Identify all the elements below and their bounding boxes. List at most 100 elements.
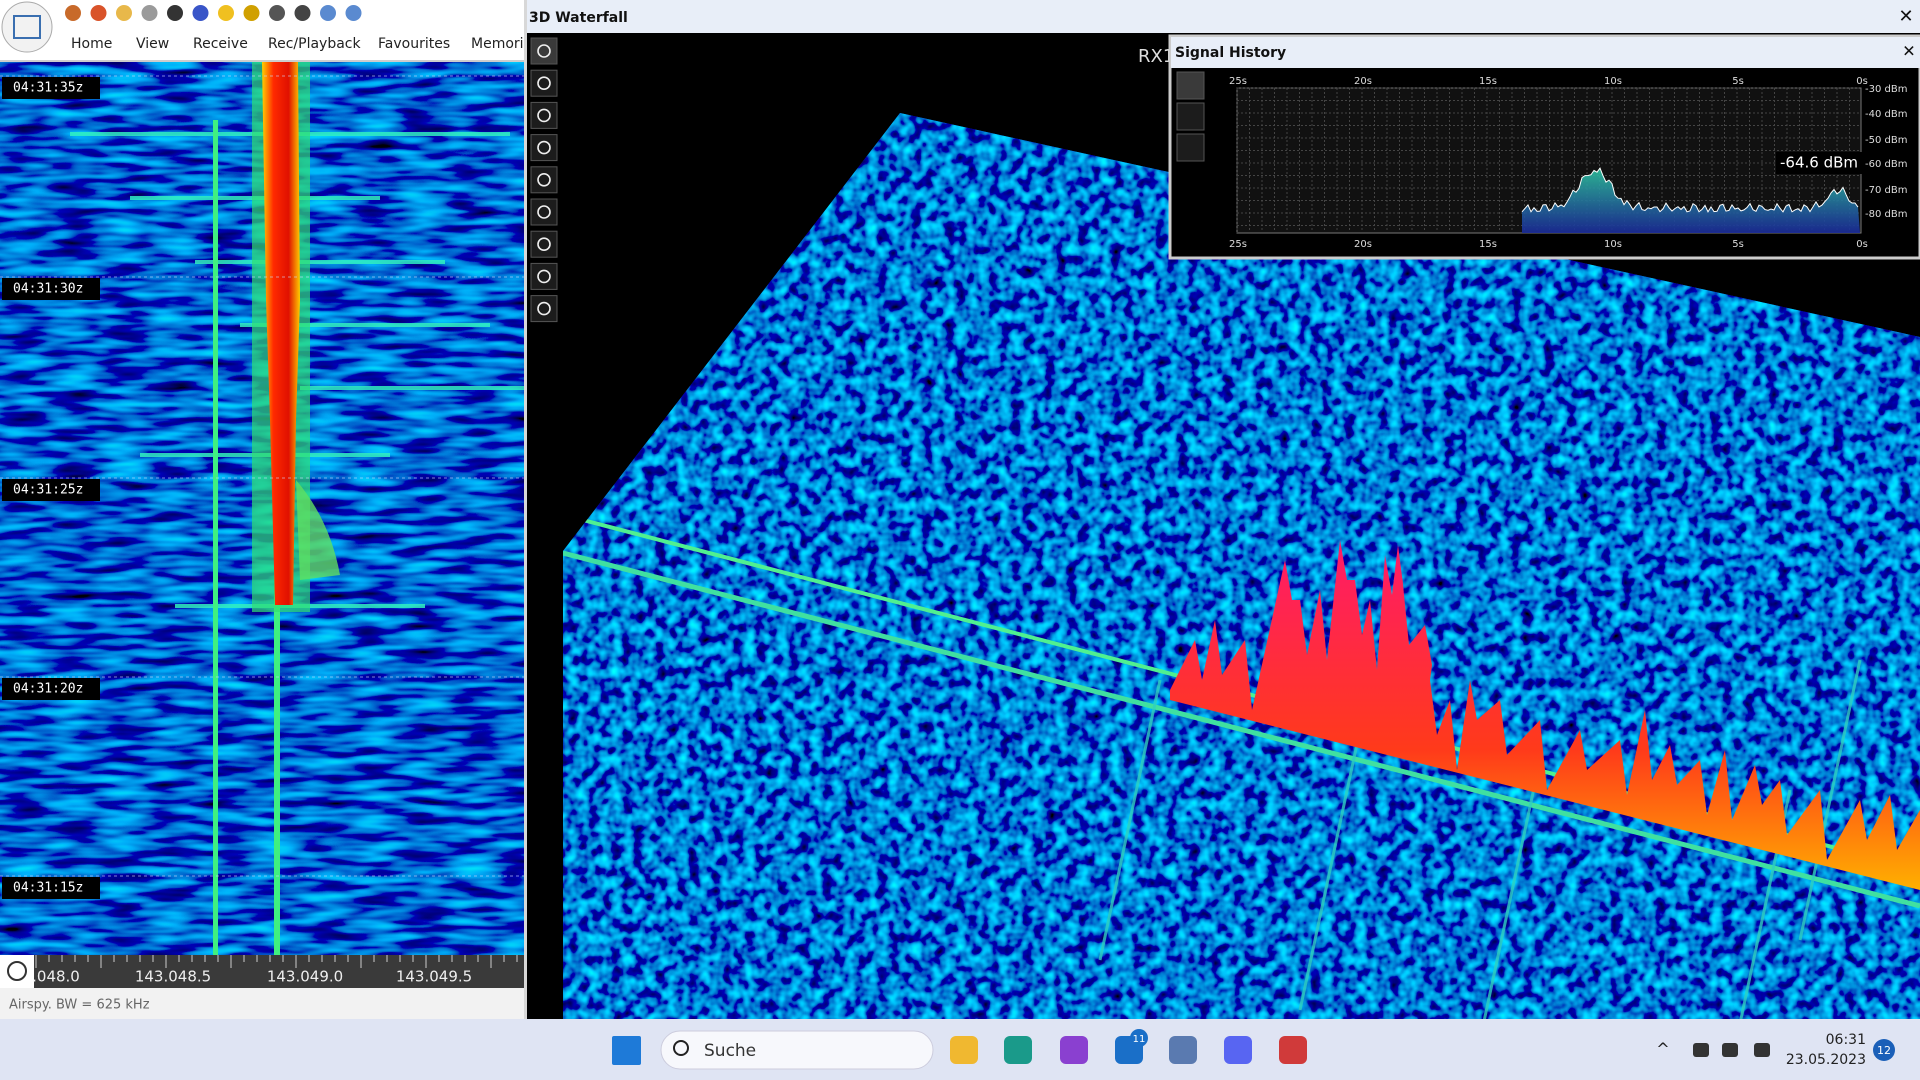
sh-tool-button[interactable] (1176, 71, 1205, 100)
time-label: 04:31:20z (13, 682, 83, 697)
tool-button[interactable] (530, 262, 558, 290)
app-button[interactable] (1, 1, 53, 53)
notification-badge-bg[interactable] (1873, 1039, 1895, 1061)
menu-item[interactable]: Memories (471, 36, 539, 52)
status-text: Airspy. BW = 625 kHz (9, 998, 150, 1013)
taskbar-app[interactable] (1004, 1036, 1032, 1064)
freq-label: 143.048.5 (135, 968, 211, 986)
sh-area (1522, 168, 1860, 233)
tool-icon (537, 44, 551, 58)
sh-x-label: 0s (1856, 239, 1868, 250)
tool-button[interactable] (530, 37, 558, 65)
mail-badge-bg (1130, 1029, 1148, 1047)
quick-icon[interactable] (269, 5, 285, 21)
time-label-bg (2, 678, 100, 700)
tool-button[interactable] (530, 230, 558, 258)
taskbar-app[interactable] (950, 1036, 978, 1064)
sh-x-label: 15s (1479, 76, 1497, 87)
cross-line (1298, 729, 1362, 1011)
window-titlebar (527, 0, 1920, 33)
tray-icon[interactable] (1754, 1043, 1770, 1057)
tool-icon (537, 237, 551, 251)
menu-item[interactable]: View (136, 36, 169, 52)
menu-item[interactable]: Favourites (378, 36, 450, 52)
quick-icon[interactable] (116, 5, 132, 21)
sh-y-label: -60 dBm (1865, 159, 1907, 170)
sh-reading: -64.6 dBm (1780, 154, 1858, 172)
toolbar (0, 0, 526, 62)
quick-icon[interactable] (243, 5, 260, 21)
time-label-bg (2, 877, 100, 899)
sh-x-label: 5s (1732, 239, 1744, 250)
search-icon (673, 1040, 689, 1056)
quick-icon[interactable] (192, 5, 209, 21)
tool-icon (537, 269, 551, 284)
sh-close[interactable]: ✕ (1902, 42, 1915, 61)
mail-badge: 11 (1133, 1034, 1146, 1045)
tray-chevron[interactable]: ^ (1656, 1040, 1669, 1059)
tray-icon[interactable] (1722, 1043, 1738, 1057)
tool-icon (537, 205, 551, 219)
cross-line (1798, 659, 1862, 941)
signal-peaks (1170, 540, 1920, 890)
menu-item[interactable]: Home (71, 36, 112, 52)
close-button[interactable]: ✕ (1898, 6, 1913, 27)
taskbar-app[interactable] (1169, 1036, 1197, 1064)
sh-titlebar (1171, 37, 1920, 68)
tray-icon[interactable] (1693, 1043, 1709, 1057)
tool-icon (537, 140, 551, 155)
sh-title: Signal History (1175, 45, 1286, 61)
quick-icon[interactable] (167, 5, 183, 21)
tool-button[interactable] (530, 166, 558, 194)
window-title: 3D Waterfall (529, 10, 628, 26)
taskbar-app[interactable] (1224, 1036, 1252, 1064)
quick-icon[interactable] (294, 5, 311, 21)
carrier-line (195, 260, 445, 264)
quick-icon[interactable] (345, 5, 362, 21)
sh-y-label: -70 dBm (1865, 185, 1907, 196)
signal-tail (296, 480, 340, 580)
quick-icon[interactable] (90, 5, 107, 21)
sh-tool-button[interactable] (1176, 102, 1205, 131)
taskbar-app[interactable] (1279, 1036, 1307, 1064)
tool-button[interactable] (530, 295, 558, 323)
search-box[interactable] (660, 1030, 934, 1070)
freq-label: .048.0 (32, 968, 80, 986)
tool-icon (537, 301, 551, 316)
time-label: 04:31:25z (13, 483, 83, 498)
sdr-panel: Home View Receive Rec/Playback Favourites Mem… (0, 0, 539, 1019)
time-label-bg (2, 77, 100, 99)
quick-icon[interactable] (141, 5, 158, 21)
menu-item[interactable]: Rec/Playback (268, 36, 361, 52)
tool-strip (527, 33, 562, 1019)
time-label: 04:31:30z (13, 282, 83, 297)
time-label-bg (2, 278, 100, 300)
quick-icon[interactable] (65, 5, 81, 21)
menu-item[interactable]: Receive (193, 36, 248, 52)
quick-icon[interactable] (218, 5, 234, 21)
status-bar (0, 988, 526, 1019)
sh-y-label: -50 dBm (1865, 135, 1907, 146)
quick-icon[interactable] (320, 5, 336, 21)
start-button[interactable] (612, 1036, 641, 1065)
sh-x-label: 25s (1229, 76, 1247, 87)
sh-tool-button[interactable] (1176, 133, 1205, 162)
time-label: 04:31:35z (13, 81, 83, 96)
tool-button[interactable] (530, 101, 558, 129)
sh-y-label: -30 dBm (1865, 84, 1907, 95)
sh-y-label: -40 dBm (1865, 109, 1907, 120)
taskbar-app[interactable] (1060, 1036, 1088, 1064)
sh-trace (1521, 167, 1859, 213)
tool-button[interactable] (530, 69, 558, 97)
time-label: 04:31:15z (13, 881, 83, 896)
sh-x-label: 10s (1604, 76, 1622, 87)
signal-history-panel: Signal History ✕ 25s 25s 20s 20s 15s 15s 10s 10s 5… (1168, 34, 1920, 260)
tool-button[interactable] (530, 198, 558, 226)
clock-date: 23.05.2023 (1786, 1052, 1866, 1068)
tool-button[interactable] (530, 134, 558, 162)
sh-reading-bg (1776, 152, 1862, 174)
zoom-button[interactable] (7, 961, 27, 981)
sh-y-label: -80 dBm (1865, 209, 1907, 220)
freq-label: 143.049.0 (267, 968, 343, 986)
cross-line (1478, 759, 1542, 1019)
